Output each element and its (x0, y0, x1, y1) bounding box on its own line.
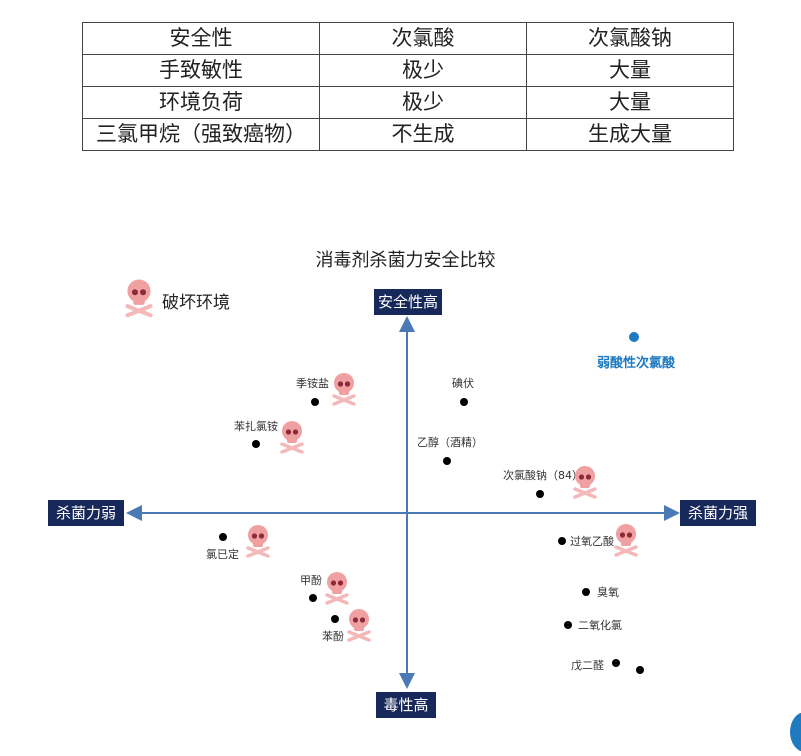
point-label: 乙醇（酒精） (417, 436, 483, 449)
table-cell: 安全性 (82, 22, 320, 55)
table-row: 安全性 次氯酸 次氯酸钠 (82, 22, 734, 55)
point-label: 甲酚 (300, 574, 322, 587)
data-point (612, 659, 620, 667)
skull-icon (124, 278, 154, 318)
data-point (331, 615, 339, 623)
data-point (443, 457, 451, 465)
data-point (536, 490, 544, 498)
axis-label-bottom: 毒性高 (376, 692, 436, 718)
table-cell: 三氯甲烷（强致癌物） (82, 118, 320, 151)
point-label: 过氧乙酸 (570, 535, 614, 548)
point-label: 苯酚 (322, 630, 344, 643)
axis-label-top: 安全性高 (374, 289, 442, 315)
point-label: 季铵盐 (296, 377, 329, 390)
data-point (460, 398, 468, 406)
point-label: 戊二醛 (571, 659, 604, 672)
data-point (636, 666, 644, 674)
skull-icon (613, 523, 639, 557)
data-point (309, 594, 317, 602)
skull-icon (572, 465, 598, 499)
table-cell: 生成大量 (526, 118, 734, 151)
point-label: 次氯酸钠（84） (503, 469, 583, 482)
table-row: 三氯甲烷（强致癌物） 不生成 生成大量 (82, 118, 734, 151)
data-point (219, 533, 227, 541)
point-label: 氯已定 (206, 548, 239, 561)
point-label: 苯扎氯铵 (234, 420, 278, 433)
diagram-title: 消毒剂杀菌力安全比较 (315, 250, 496, 271)
data-point (311, 398, 319, 406)
skull-icon (279, 420, 305, 454)
axis-label-left: 杀菌力弱 (48, 500, 124, 526)
skull-icon (324, 571, 350, 605)
data-point (252, 440, 260, 448)
skull-icon (346, 608, 372, 642)
data-point (564, 621, 572, 629)
legend-label: 破坏环境 (162, 293, 230, 313)
skull-icon (245, 524, 271, 558)
highlight-dot (629, 332, 639, 342)
corner-button[interactable] (790, 712, 801, 752)
point-label: 碘伏 (452, 377, 474, 390)
table-cell: 次氯酸钠 (526, 22, 734, 55)
table-cell: 大量 (526, 54, 734, 87)
table-cell: 次氯酸 (319, 22, 527, 55)
data-point (558, 537, 566, 545)
skull-icon (331, 372, 357, 406)
axis-label-right: 杀菌力强 (680, 500, 756, 526)
comparison-table: 安全性 次氯酸 次氯酸钠 手致敏性 极少 大量 环境负荷 极少 大量 三氯甲烷（强致癌物） 不生成生… (82, 22, 734, 151)
table-cell: 不生成 (319, 118, 527, 151)
point-label: 二氧化氯 (578, 619, 622, 632)
highlight-label: 弱酸性次氯酸 (597, 356, 676, 371)
data-point (582, 588, 590, 596)
point-label: 臭氧 (597, 586, 619, 599)
